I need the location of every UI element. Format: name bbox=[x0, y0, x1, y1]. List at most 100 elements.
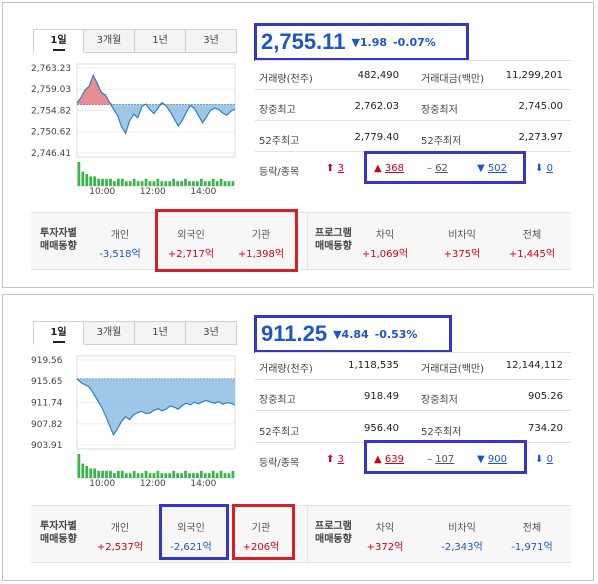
up-count[interactable]: ▲ 368 bbox=[374, 163, 404, 174]
amount-value: 11,299,201 bbox=[505, 70, 563, 81]
y-tick-label: 903.91 bbox=[31, 441, 63, 451]
y-tick-label: 919.56 bbox=[31, 356, 63, 366]
updown-highlight-box bbox=[364, 151, 526, 184]
volume-bar bbox=[168, 473, 172, 478]
non-arbitrage-value: +375억 bbox=[443, 249, 481, 260]
volume-bar bbox=[196, 181, 199, 186]
volume-bar bbox=[215, 473, 219, 478]
volume-bar bbox=[207, 181, 211, 186]
volume-bar bbox=[109, 178, 112, 186]
non-arbitrage-label: 비차익 bbox=[448, 230, 476, 241]
wk52-high-label: 52주최고 bbox=[259, 136, 300, 147]
non-arbitrage-label: 비차익 bbox=[448, 523, 476, 534]
x-tick-label: 12:00 bbox=[140, 479, 166, 486]
volume-bar bbox=[132, 470, 136, 478]
flat-count[interactable]: – 107 bbox=[427, 454, 454, 465]
limit-up-value[interactable]: 3 bbox=[337, 454, 344, 465]
volume-bar bbox=[203, 181, 207, 186]
volume-bar bbox=[93, 468, 97, 478]
volume-bar bbox=[160, 473, 164, 478]
price-line bbox=[76, 378, 236, 436]
price-change: ▼1.98 bbox=[351, 35, 388, 49]
flow-institution: 기관 +206억 bbox=[226, 519, 296, 553]
volume-bar bbox=[203, 473, 207, 478]
volume-bar bbox=[132, 178, 136, 186]
wk52-low-label: 52주최저 bbox=[421, 136, 462, 147]
limit-up-count[interactable]: ⬆ 3 bbox=[326, 454, 344, 465]
arbitrage-label: 차익 bbox=[375, 523, 395, 534]
investor-title: 투자자별 매매동향 bbox=[40, 520, 77, 546]
upper-limit-icon: ⬆ bbox=[326, 163, 335, 174]
foreign-value: +2,717억 bbox=[167, 249, 215, 260]
y-tick-label: 2,750.62 bbox=[31, 128, 71, 138]
kosdaq-panel: 1일 3개월 1년 3년 919.56 915.65 911.74 907.82 903… bbox=[2, 294, 594, 581]
volume-bar bbox=[128, 473, 132, 478]
blue-down-arrow-icon: ▼ bbox=[477, 163, 485, 174]
foreign-highlight-box bbox=[159, 504, 229, 560]
volume-bar bbox=[148, 473, 152, 478]
limit-up-count[interactable]: ⬆ 3 bbox=[326, 163, 344, 174]
flat-value[interactable]: 107 bbox=[435, 454, 455, 465]
down-value[interactable]: 502 bbox=[487, 163, 507, 174]
lower-limit-icon: ⬇ bbox=[535, 163, 544, 174]
volume-bar bbox=[97, 470, 100, 478]
down-count[interactable]: ▼ 502 bbox=[477, 163, 507, 174]
down-count[interactable]: ▼ 900 bbox=[477, 454, 507, 465]
tab-3y[interactable]: 3년 bbox=[186, 321, 237, 345]
intraday-chart: 919.56 915.65 911.74 907.82 903.91 10:00 12:00… bbox=[31, 355, 236, 486]
limit-up-value[interactable]: 3 bbox=[337, 163, 344, 174]
volume-label: 거래량(천주) bbox=[259, 74, 313, 85]
blue-down-arrow-icon: ▼ bbox=[477, 454, 485, 465]
volume-bar bbox=[164, 473, 168, 478]
arbitrage-label: 차익 bbox=[375, 230, 395, 241]
down-value[interactable]: 900 bbox=[487, 454, 507, 465]
kospi-panel: 1일 3개월 1년 3년 2,763.23 2,759.03 2,754.82 2,7… bbox=[2, 2, 594, 288]
divider bbox=[255, 89, 571, 90]
flat-value[interactable]: 62 bbox=[435, 163, 448, 174]
flow-total: 전체 +1,445억 bbox=[497, 226, 567, 260]
flow-institution: 기관 +1,398억 bbox=[226, 226, 296, 260]
area-below-baseline bbox=[77, 378, 235, 435]
up-value[interactable]: 368 bbox=[384, 163, 404, 174]
flow-arbitrage: 차익 +1,069억 bbox=[350, 226, 420, 260]
tab-3y[interactable]: 3년 bbox=[186, 29, 237, 53]
flat-count[interactable]: – 62 bbox=[427, 163, 448, 174]
limit-down-value[interactable]: 0 bbox=[546, 163, 553, 174]
x-tick-label: 10:00 bbox=[89, 479, 115, 486]
amount-value: 12,144,112 bbox=[505, 360, 563, 371]
x-tick-label: 14:00 bbox=[190, 187, 216, 194]
limit-down-value[interactable]: 0 bbox=[546, 454, 553, 465]
investor-title-line2: 매매동향 bbox=[40, 534, 77, 545]
y-tick-label: 911.74 bbox=[31, 398, 63, 408]
tab-1y[interactable]: 1년 bbox=[135, 29, 186, 53]
program-title-line1: 프로그램 bbox=[315, 228, 352, 239]
volume-bar bbox=[109, 470, 112, 478]
investor-title: 투자자별 매매동향 bbox=[40, 227, 77, 253]
tab-3m[interactable]: 3개월 bbox=[84, 29, 135, 53]
volume-bar bbox=[180, 181, 183, 186]
up-count[interactable]: ▲ 639 bbox=[374, 454, 404, 465]
divider bbox=[255, 379, 571, 380]
limit-down-count[interactable]: ⬇ 0 bbox=[535, 163, 553, 174]
divider bbox=[307, 506, 308, 562]
tab-1d[interactable]: 1일 bbox=[33, 29, 84, 53]
volume-bar bbox=[207, 473, 211, 478]
volume-bar bbox=[152, 181, 156, 186]
volume-bar bbox=[227, 473, 231, 478]
volume-bar bbox=[85, 466, 89, 478]
upper-limit-icon: ⬆ bbox=[326, 454, 335, 465]
tab-1d[interactable]: 1일 bbox=[33, 321, 84, 345]
volume-bar bbox=[128, 181, 132, 186]
y-tick-label: 2,746.41 bbox=[31, 149, 71, 159]
volume-bar bbox=[172, 178, 176, 186]
limit-down-count[interactable]: ⬇ 0 bbox=[535, 454, 553, 465]
volume-bar bbox=[148, 181, 152, 186]
divider bbox=[255, 410, 571, 411]
up-value[interactable]: 639 bbox=[384, 454, 404, 465]
red-up-arrow-icon: ▲ bbox=[374, 454, 382, 465]
tab-1y[interactable]: 1년 bbox=[135, 321, 186, 345]
tab-3m[interactable]: 3개월 bbox=[84, 321, 135, 345]
y-tick-label: 2,754.82 bbox=[31, 107, 71, 117]
program-title-line2: 매매동향 bbox=[315, 241, 352, 252]
volume-bar bbox=[81, 171, 85, 186]
